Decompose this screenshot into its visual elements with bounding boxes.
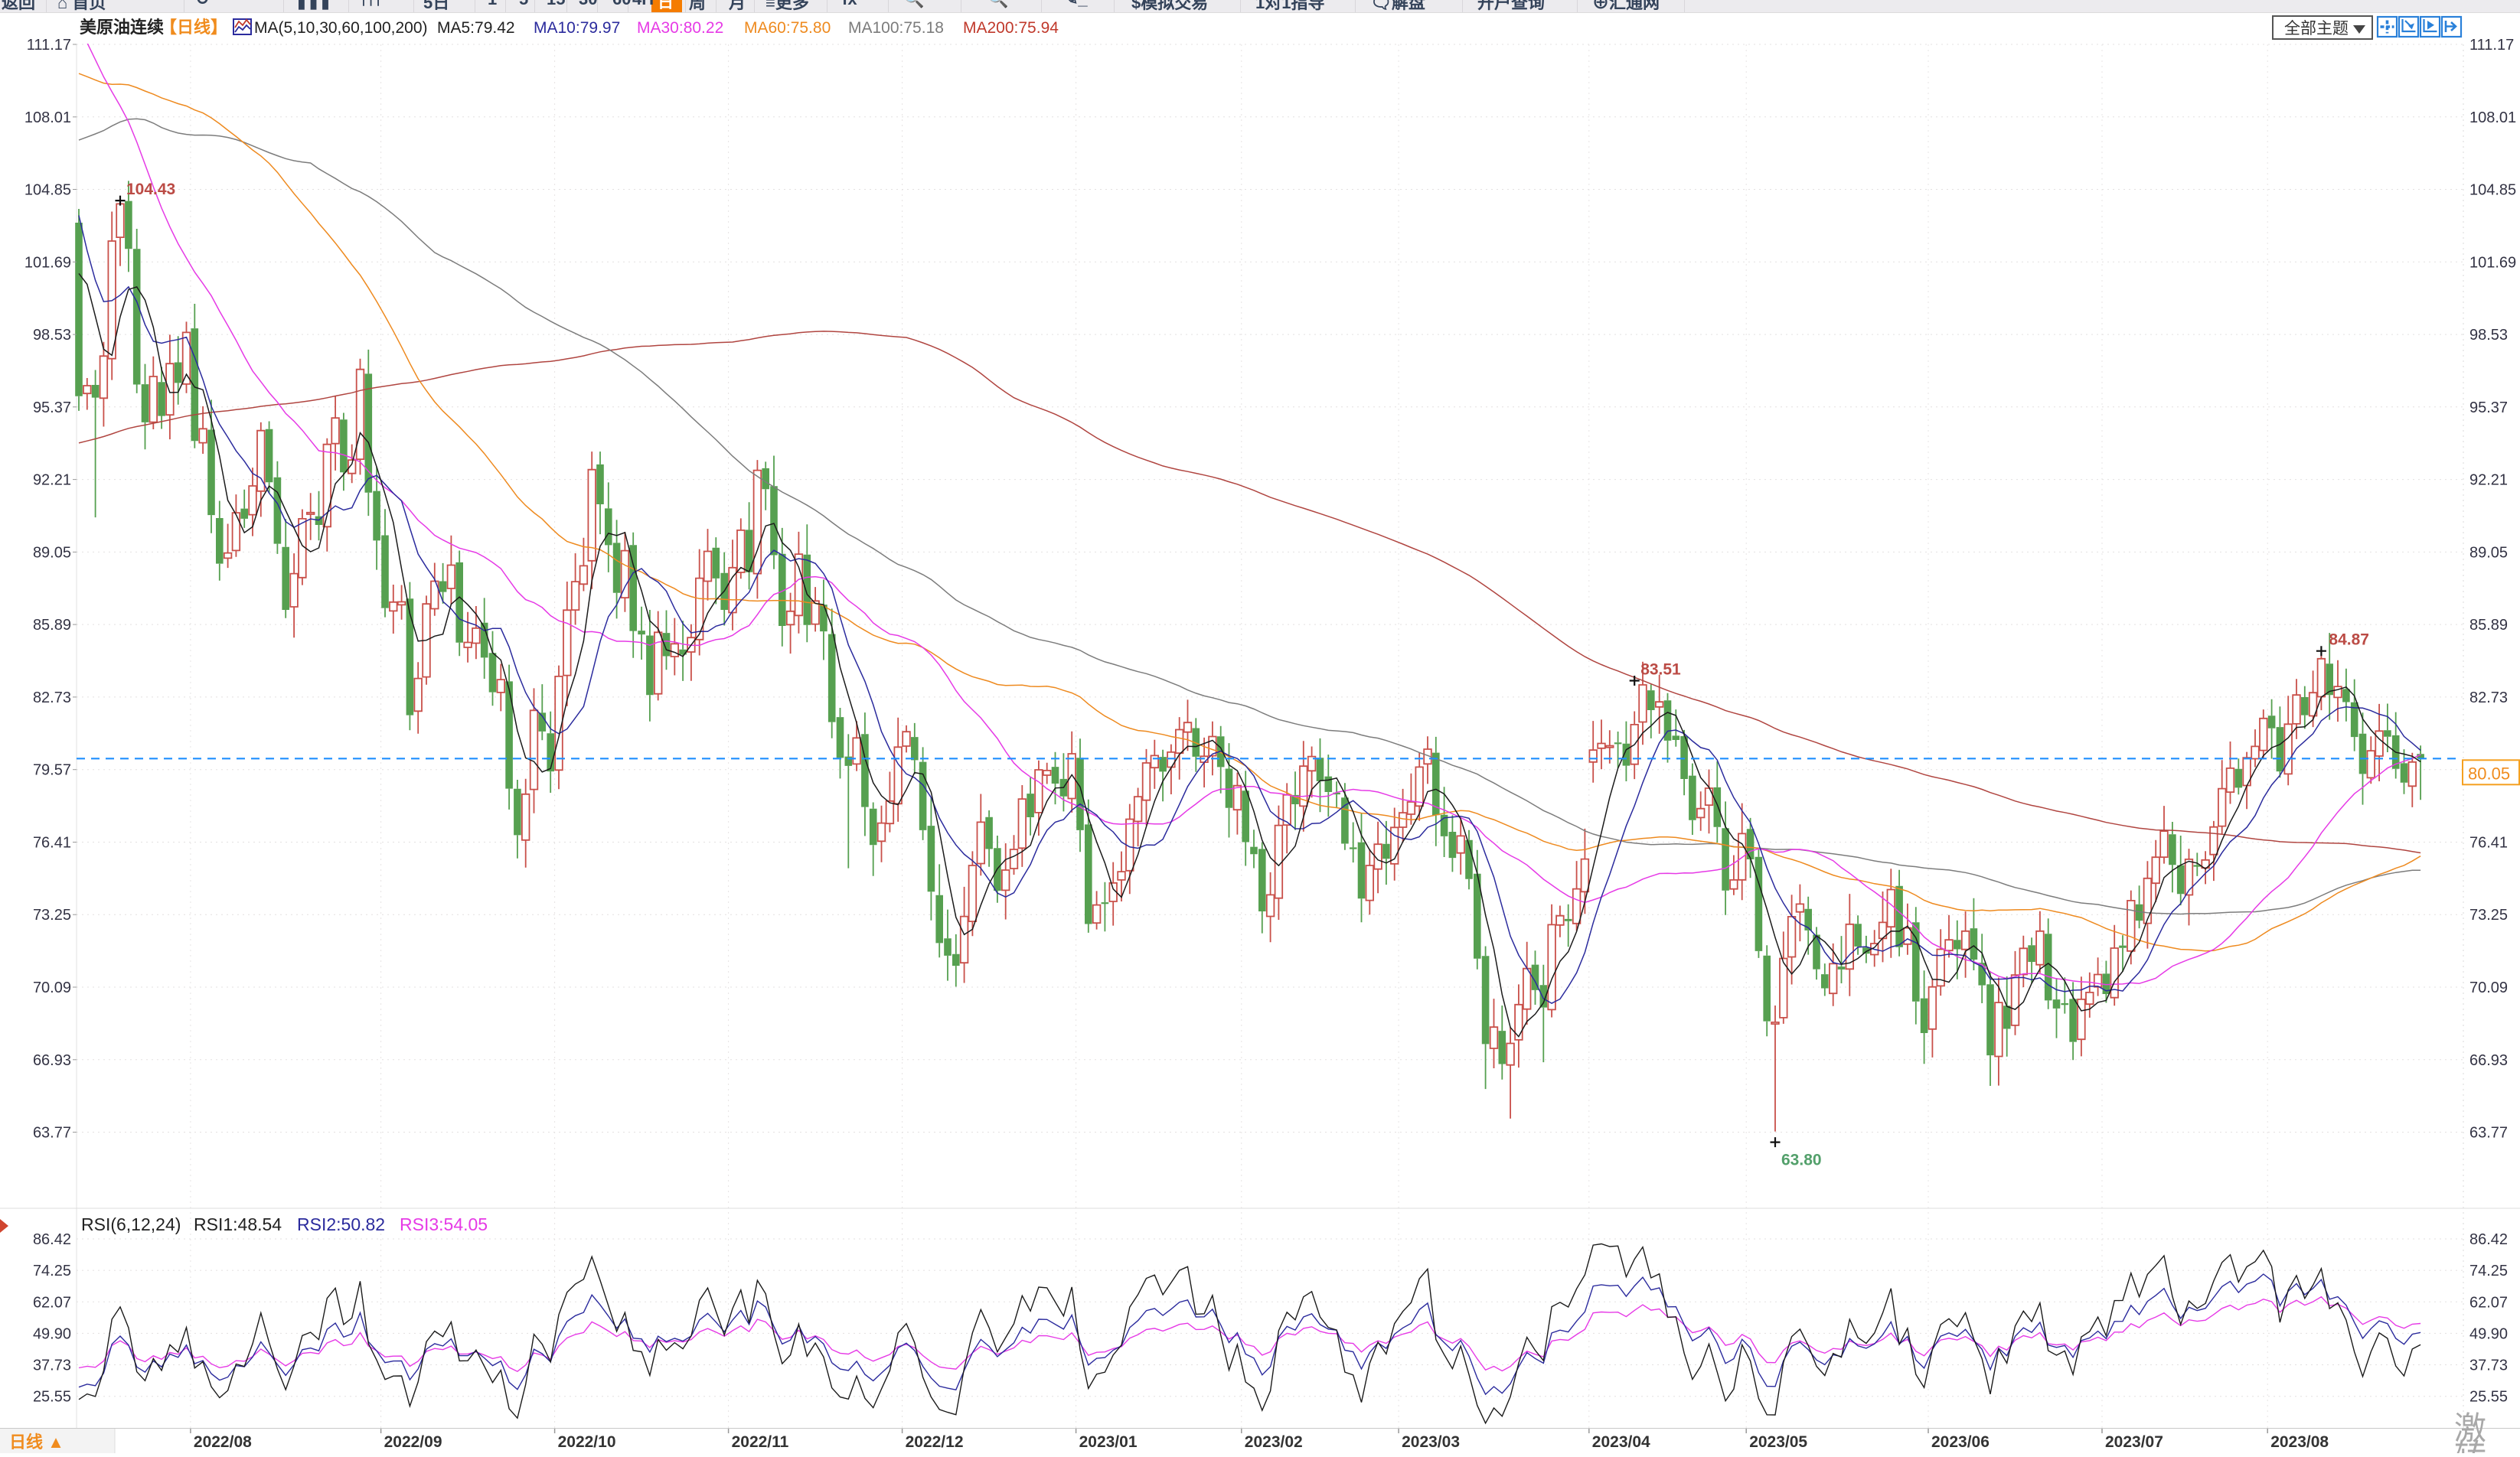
svg-text:2022/11: 2022/11: [732, 1433, 789, 1451]
svg-text:37.73: 37.73: [2469, 1358, 2508, 1374]
svg-text:MA200:75.94: MA200:75.94: [963, 19, 1059, 37]
svg-text:MA10:79.97: MA10:79.97: [534, 19, 620, 37]
svg-text:激: 激: [2454, 1410, 2486, 1446]
svg-text:【日线】: 【日线】: [160, 18, 227, 37]
svg-text:89.05: 89.05: [33, 544, 71, 561]
svg-text:美原油连续: 美原油连续: [80, 18, 164, 37]
svg-text:63.80: 63.80: [1781, 1152, 1822, 1169]
svg-text:111.17: 111.17: [27, 37, 71, 54]
svg-text:66.93: 66.93: [2469, 1052, 2508, 1069]
svg-text:2023/05: 2023/05: [1749, 1433, 1807, 1451]
svg-text:RSI(6,12,24): RSI(6,12,24): [81, 1214, 181, 1234]
svg-text:66.93: 66.93: [33, 1052, 71, 1069]
svg-text:2023/04: 2023/04: [1592, 1433, 1650, 1451]
svg-text:85.89: 85.89: [2469, 617, 2508, 634]
svg-text:MA30:80.22: MA30:80.22: [637, 19, 723, 37]
svg-text:76.41: 76.41: [2469, 835, 2508, 852]
svg-text:70.09: 70.09: [2469, 979, 2508, 996]
svg-text:86.42: 86.42: [2469, 1231, 2508, 1248]
svg-text:84.87: 84.87: [2329, 631, 2369, 649]
svg-text:101.69: 101.69: [2469, 254, 2516, 271]
svg-text:79.57: 79.57: [33, 762, 71, 779]
svg-text:111.17: 111.17: [2469, 37, 2514, 54]
svg-text:73.25: 73.25: [33, 907, 71, 924]
svg-text:98.53: 98.53: [33, 327, 71, 344]
svg-text:70.09: 70.09: [33, 979, 71, 996]
svg-text:108.01: 108.01: [2469, 109, 2516, 126]
svg-text:MA60:75.80: MA60:75.80: [744, 19, 831, 37]
svg-text:RSI2:50.82: RSI2:50.82: [297, 1214, 385, 1234]
svg-text:74.25: 74.25: [33, 1263, 71, 1279]
svg-text:83.51: 83.51: [1640, 661, 1681, 679]
svg-text:日线 ▲: 日线 ▲: [9, 1433, 64, 1452]
svg-text:25.55: 25.55: [33, 1389, 71, 1406]
svg-text:63.77: 63.77: [2469, 1125, 2508, 1142]
svg-text:92.21: 92.21: [2469, 472, 2508, 489]
svg-text:86.42: 86.42: [33, 1231, 71, 1248]
svg-text:76.41: 76.41: [33, 835, 71, 852]
svg-text:MA100:75.18: MA100:75.18: [848, 19, 944, 37]
svg-text:73.25: 73.25: [2469, 907, 2508, 924]
svg-text:95.37: 95.37: [33, 399, 71, 416]
svg-text:2022/12: 2022/12: [906, 1433, 964, 1451]
svg-text:104.43: 104.43: [126, 181, 175, 198]
svg-text:82.73: 82.73: [2469, 689, 2508, 706]
svg-text:全部主题: 全部主题: [2284, 20, 2349, 37]
svg-text:104.85: 104.85: [24, 182, 71, 199]
svg-text:2023/07: 2023/07: [2105, 1433, 2163, 1451]
svg-text:2023/03: 2023/03: [1402, 1433, 1460, 1451]
svg-text:37.73: 37.73: [33, 1358, 71, 1374]
svg-text:108.01: 108.01: [24, 109, 71, 126]
svg-text:RSI1:48.54: RSI1:48.54: [194, 1214, 282, 1234]
svg-text:转: 转: [2454, 1438, 2486, 1453]
svg-text:2022/10: 2022/10: [558, 1433, 616, 1451]
svg-text:2023/02: 2023/02: [1245, 1433, 1303, 1451]
svg-text:82.73: 82.73: [33, 689, 71, 706]
svg-text:2023/08: 2023/08: [2270, 1433, 2329, 1451]
svg-text:2022/08: 2022/08: [194, 1433, 252, 1451]
svg-text:MA(5,10,30,60,100,200): MA(5,10,30,60,100,200): [254, 19, 428, 37]
svg-text:2022/09: 2022/09: [384, 1433, 442, 1451]
svg-text:63.77: 63.77: [33, 1125, 71, 1142]
svg-text:62.07: 62.07: [2469, 1294, 2508, 1311]
svg-text:62.07: 62.07: [33, 1294, 71, 1311]
svg-text:98.53: 98.53: [2469, 327, 2508, 344]
svg-text:85.89: 85.89: [33, 617, 71, 634]
svg-text:104.85: 104.85: [2469, 182, 2516, 199]
svg-text:25.55: 25.55: [2469, 1389, 2508, 1406]
svg-text:74.25: 74.25: [2469, 1263, 2508, 1279]
svg-text:2023/01: 2023/01: [1079, 1433, 1138, 1451]
svg-text:49.90: 49.90: [2469, 1325, 2508, 1342]
svg-text:80.05: 80.05: [2468, 764, 2510, 783]
svg-text:92.21: 92.21: [33, 472, 71, 489]
svg-text:89.05: 89.05: [2469, 544, 2508, 561]
svg-text:49.90: 49.90: [33, 1325, 71, 1342]
svg-text:MA5:79.42: MA5:79.42: [437, 19, 515, 37]
svg-text:95.37: 95.37: [2469, 399, 2508, 416]
svg-text:101.69: 101.69: [24, 254, 71, 271]
svg-text:2023/06: 2023/06: [1931, 1433, 1990, 1451]
svg-text:RSI3:54.05: RSI3:54.05: [400, 1214, 488, 1234]
